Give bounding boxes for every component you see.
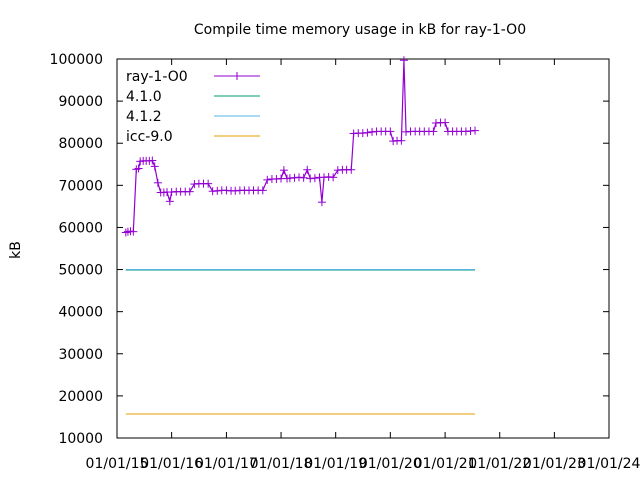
x-tick-label: 01/01/15 bbox=[86, 456, 149, 472]
y-tick-label: 80000 bbox=[58, 136, 103, 152]
y-tick-label: 10000 bbox=[58, 431, 103, 447]
axes: 10000 20000 30000 40000 50000 60000 70000 80000… bbox=[50, 52, 640, 472]
x-tick-label: 01/01/21 bbox=[414, 456, 477, 472]
data-point-ray-1-o0 bbox=[165, 197, 174, 206]
data-point-ray-1-o0 bbox=[150, 162, 159, 171]
data-point-ray-1-o0 bbox=[153, 178, 162, 187]
y-tick-label: 20000 bbox=[58, 389, 103, 405]
x-tick-label: 01/01/23 bbox=[523, 456, 586, 472]
legend: ray-1-O0 4.1.0 4.1.2 icc-9.0 bbox=[126, 69, 260, 145]
x-tick-label: 01/01/18 bbox=[250, 456, 313, 472]
x-tick-label: 01/01/20 bbox=[359, 456, 422, 472]
x-tick-label: 01/01/17 bbox=[195, 456, 258, 472]
x-tick-label: 01/01/16 bbox=[140, 456, 203, 472]
data-point-ray-1-o0 bbox=[397, 136, 406, 145]
data-point-ray-1-o0 bbox=[386, 127, 395, 136]
data-point-ray-1-o0 bbox=[129, 227, 138, 236]
series-line-ray-1-o0 bbox=[125, 60, 476, 234]
x-tick-label: 01/01/22 bbox=[468, 456, 531, 472]
legend-label-icc-9-0: icc-9.0 bbox=[126, 129, 173, 145]
y-tick-label: 100000 bbox=[50, 52, 103, 68]
data-point-ray-1-o0 bbox=[258, 186, 267, 195]
series-layer bbox=[121, 56, 480, 415]
y-axis-label: kB bbox=[8, 241, 24, 259]
legend-label-ray-1-o0: ray-1-O0 bbox=[126, 69, 188, 85]
data-point-ray-1-o0 bbox=[185, 187, 194, 196]
y-tick-label: 70000 bbox=[58, 178, 103, 194]
y-tick-label: 60000 bbox=[58, 220, 103, 236]
y-tick-label: 40000 bbox=[58, 305, 103, 321]
y-tick-label: 50000 bbox=[58, 263, 103, 279]
data-point-ray-1-o0 bbox=[121, 228, 130, 237]
data-point-ray-1-o0 bbox=[279, 166, 288, 175]
data-point-ray-1-o0 bbox=[399, 56, 408, 65]
data-point-ray-1-o0 bbox=[363, 128, 372, 137]
data-point-ray-1-o0 bbox=[310, 174, 319, 183]
data-point-ray-1-o0 bbox=[134, 164, 143, 173]
data-point-ray-1-o0 bbox=[329, 173, 338, 182]
data-point-ray-1-o0 bbox=[299, 173, 308, 182]
chart-title: Compile time memory usage in kB for ray-… bbox=[194, 22, 526, 38]
data-point-ray-1-o0 bbox=[429, 127, 438, 136]
data-point-ray-1-o0 bbox=[263, 175, 272, 184]
legend-label-4-1-0: 4.1.0 bbox=[126, 89, 162, 105]
y-tick-label: 30000 bbox=[58, 347, 103, 363]
y-tick-label: 90000 bbox=[58, 94, 103, 110]
x-tick-label: 01/01/19 bbox=[304, 456, 367, 472]
plot-border bbox=[116, 58, 610, 439]
data-point-ray-1-o0 bbox=[317, 198, 326, 207]
data-point-ray-1-o0 bbox=[471, 126, 480, 135]
data-point-ray-1-o0 bbox=[148, 156, 157, 165]
x-tick-label: 01/01/24 bbox=[578, 456, 640, 472]
data-point-ray-1-o0 bbox=[347, 165, 356, 174]
legend-label-4-1-2: 4.1.2 bbox=[126, 109, 162, 125]
data-point-ray-1-o0 bbox=[441, 118, 450, 127]
data-point-ray-1-o0 bbox=[303, 165, 312, 174]
data-point-ray-1-o0 bbox=[204, 179, 213, 188]
